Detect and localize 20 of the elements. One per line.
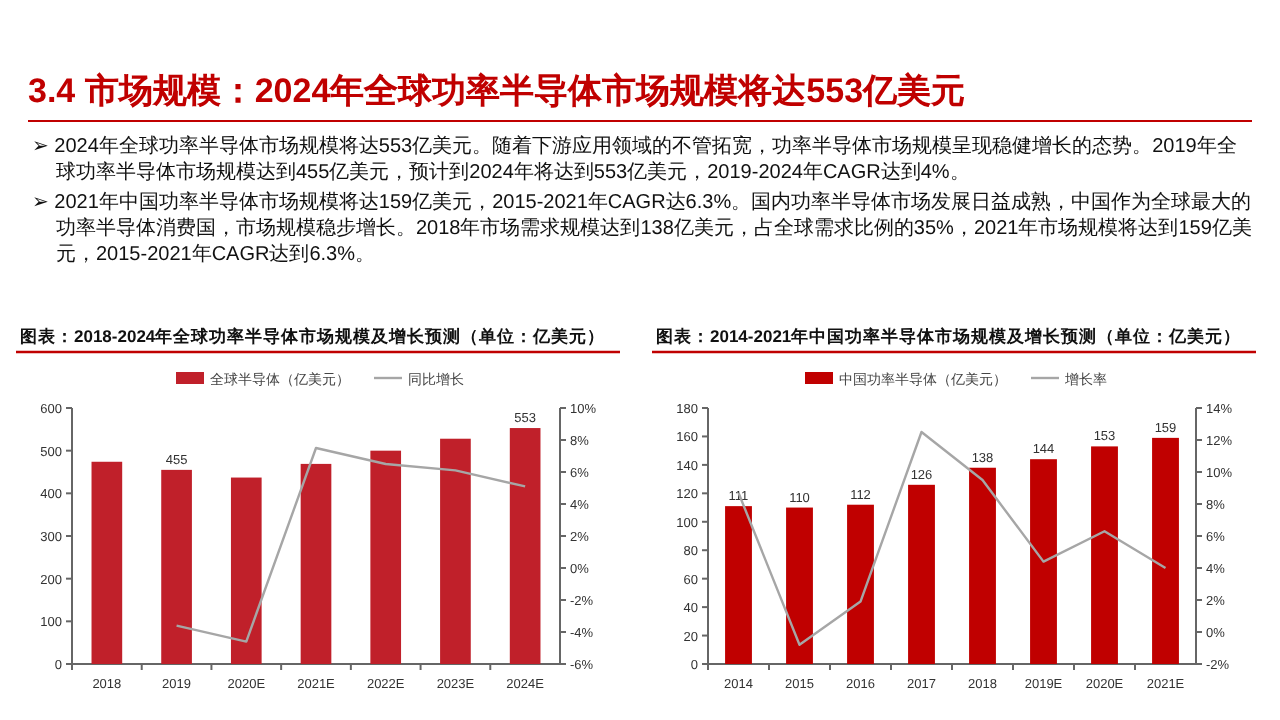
- bar: [786, 507, 813, 664]
- chart-title: 图表：2014-2021年中国功率半导体市场规模及增长预测（单位：亿美元）: [656, 326, 1242, 346]
- bar: [1030, 459, 1057, 664]
- bar: [161, 469, 192, 664]
- bar: [370, 450, 402, 664]
- bar: [230, 477, 262, 664]
- text: ➢ 2021年中国功率半导体市场规模将达159亿美元，2015-2021年CAGR达6.3%。国内功率半导体市场发展日益成熟，中国作为全球最大的功率半导体消费国，市场规模稳步增长。2018年市场需求规模达到138亿美元，占全球需求比例的35%，2021年市场规模将达到159亿美元，2015-2021年CAGR达到6.3%。: [30, 190, 1252, 268]
- bar: [908, 484, 935, 664]
- text: ➢ 2024年全球功率半导体市场规模将达553亿美元。随着下游应用领域的不管拓宽，功率半导体市场规模呈现稳健增长的态势。2019年全球功率半导体市场规模达到455亿美元，预计到2024年将达到553亿美元，2019-2024年CAGR达到4%。: [30, 134, 1239, 186]
- bar: [969, 467, 996, 664]
- bar: [1091, 446, 1118, 664]
- bar: [300, 463, 332, 664]
- bar: [725, 506, 752, 664]
- bar: [440, 438, 471, 664]
- chart-title: 图表：2018-2024年全球功率半导体市场规模及增长预测（单位：亿美元）: [20, 326, 606, 346]
- bar: [1152, 437, 1179, 664]
- text: 3.4 市场规模：2024年全球功率半导体市场规模将达553亿美元: [28, 68, 1252, 122]
- bar: [847, 504, 874, 664]
- bar: [91, 461, 123, 664]
- bar: [509, 428, 541, 664]
